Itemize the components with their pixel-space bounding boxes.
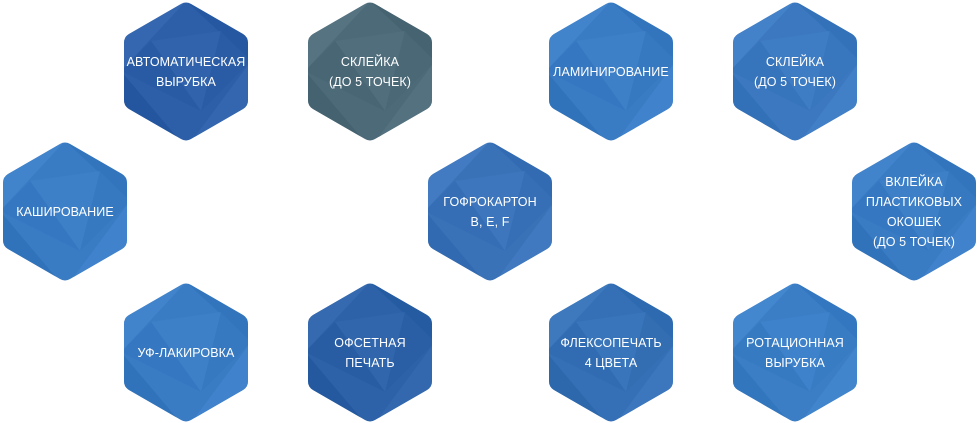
hexagon-shape bbox=[124, 2, 248, 141]
hexagon-label: АВТОМАТИЧЕСКАЯ ВЫРУБКА bbox=[126, 1, 246, 142]
hexagon-rotary-cutting: РОТАЦИОННАЯ ВЫРУБКА bbox=[730, 282, 860, 423]
hexagon-label: СКЛЕЙКА (ДО 5 ТОЧЕК) bbox=[738, 1, 852, 142]
hexagon-label-line: КАШИРОВАНИЕ bbox=[16, 204, 114, 219]
hexagon-shape bbox=[308, 2, 432, 141]
hexagon-shape bbox=[733, 2, 857, 141]
hexagon-label-line: ГОФРОКАРТОН bbox=[443, 194, 537, 209]
hexagon-shape bbox=[549, 283, 673, 422]
hexagon-label-line: (ДО 5 ТОЧЕК) bbox=[328, 74, 412, 89]
hexagon-gluing-1: СКЛЕЙКА (ДО 5 ТОЧЕК) bbox=[305, 1, 435, 142]
hexagon-gluing-2: СКЛЕЙКА (ДО 5 ТОЧЕК) bbox=[730, 1, 860, 142]
hexagon-label-line: СКЛЕЙКА bbox=[340, 54, 400, 69]
hexagon-label: РОТАЦИОННАЯ ВЫРУБКА bbox=[738, 282, 852, 423]
hexagon-label-line: ФЛЕКСОПЕЧАТЬ bbox=[560, 335, 662, 350]
hexagon-label-line: ВЫРУБКА bbox=[765, 355, 825, 370]
hexagon-shape bbox=[733, 283, 857, 422]
hexagon-label-line: РОТАЦИОННАЯ bbox=[746, 335, 844, 350]
hexagon-shape bbox=[428, 142, 552, 281]
hexagon-auto-cutting: АВТОМАТИЧЕСКАЯ ВЫРУБКА bbox=[121, 1, 251, 142]
hexagon-label-line: АВТОМАТИЧЕСКАЯ bbox=[126, 54, 246, 69]
hexagon-shape bbox=[124, 283, 248, 422]
hexagon-uv-varnish: УФ-ЛАКИРОВКА bbox=[121, 282, 251, 423]
hexagon-shape bbox=[852, 142, 976, 281]
hexagon-flexo: ФЛЕКСОПЕЧАТЬ 4 ЦВЕТА bbox=[546, 282, 676, 423]
hexagon-label-line: ПЛАСТИКОВЫХ bbox=[865, 194, 963, 209]
hexagon-label: ГОФРОКАРТОН B, E, F bbox=[433, 141, 547, 282]
hexagon-kashirovanie: КАШИРОВАНИЕ bbox=[0, 141, 130, 282]
hexagon-label: ФЛЕКСОПЕЧАТЬ 4 ЦВЕТА bbox=[554, 282, 668, 423]
hexagon-label-line: ОФСЕТНАЯ bbox=[334, 335, 406, 350]
hexagon-label-line: ВЫРУБКА bbox=[156, 74, 216, 89]
hexagon-label: УФ-ЛАКИРОВКА bbox=[129, 282, 243, 423]
hexagon-label: СКЛЕЙКА (ДО 5 ТОЧЕК) bbox=[313, 1, 427, 142]
hexagon-corrugated: ГОФРОКАРТОН B, E, F bbox=[425, 141, 555, 282]
hexagon-label-line: УФ-ЛАКИРОВКА bbox=[137, 345, 235, 360]
hexagon-shape bbox=[3, 142, 127, 281]
hexagon-label-line: B, E, F bbox=[470, 214, 510, 229]
hexagon-label-line: 4 ЦВЕТА bbox=[584, 355, 638, 370]
hexagon-plastic-windows: ВКЛЕЙКА ПЛАСТИКОВЫХ ОКОШЕК (ДО 5 ТОЧЕК) bbox=[849, 141, 979, 282]
hexagon-label-line: СКЛЕЙКА bbox=[765, 54, 825, 69]
hexagon-label-line: (ДО 5 ТОЧЕК) bbox=[872, 234, 956, 249]
hexagon-shape bbox=[549, 2, 673, 141]
hexagon-label: ВКЛЕЙКА ПЛАСТИКОВЫХ ОКОШЕК (ДО 5 ТОЧЕК) bbox=[857, 141, 971, 282]
hexagon-label: ЛАМИНИРОВАНИЕ bbox=[553, 1, 669, 142]
hexagon-lamination: ЛАМИНИРОВАНИЕ bbox=[546, 1, 676, 142]
hexagon-offset: ОФСЕТНАЯ ПЕЧАТЬ bbox=[305, 282, 435, 423]
hexagon-label-line: ПЕЧАТЬ bbox=[345, 355, 395, 370]
hexagon-shape bbox=[308, 283, 432, 422]
hexagon-label: ОФСЕТНАЯ ПЕЧАТЬ bbox=[313, 282, 427, 423]
hexagon-label-line: ЛАМИНИРОВАНИЕ bbox=[553, 64, 669, 79]
hexagon-label-line: ВКЛЕЙКА bbox=[885, 174, 943, 189]
hexagon-label: КАШИРОВАНИЕ bbox=[8, 141, 122, 282]
hexagon-label-line: ОКОШЕК bbox=[886, 214, 942, 229]
hexagon-label-line: (ДО 5 ТОЧЕК) bbox=[753, 74, 837, 89]
